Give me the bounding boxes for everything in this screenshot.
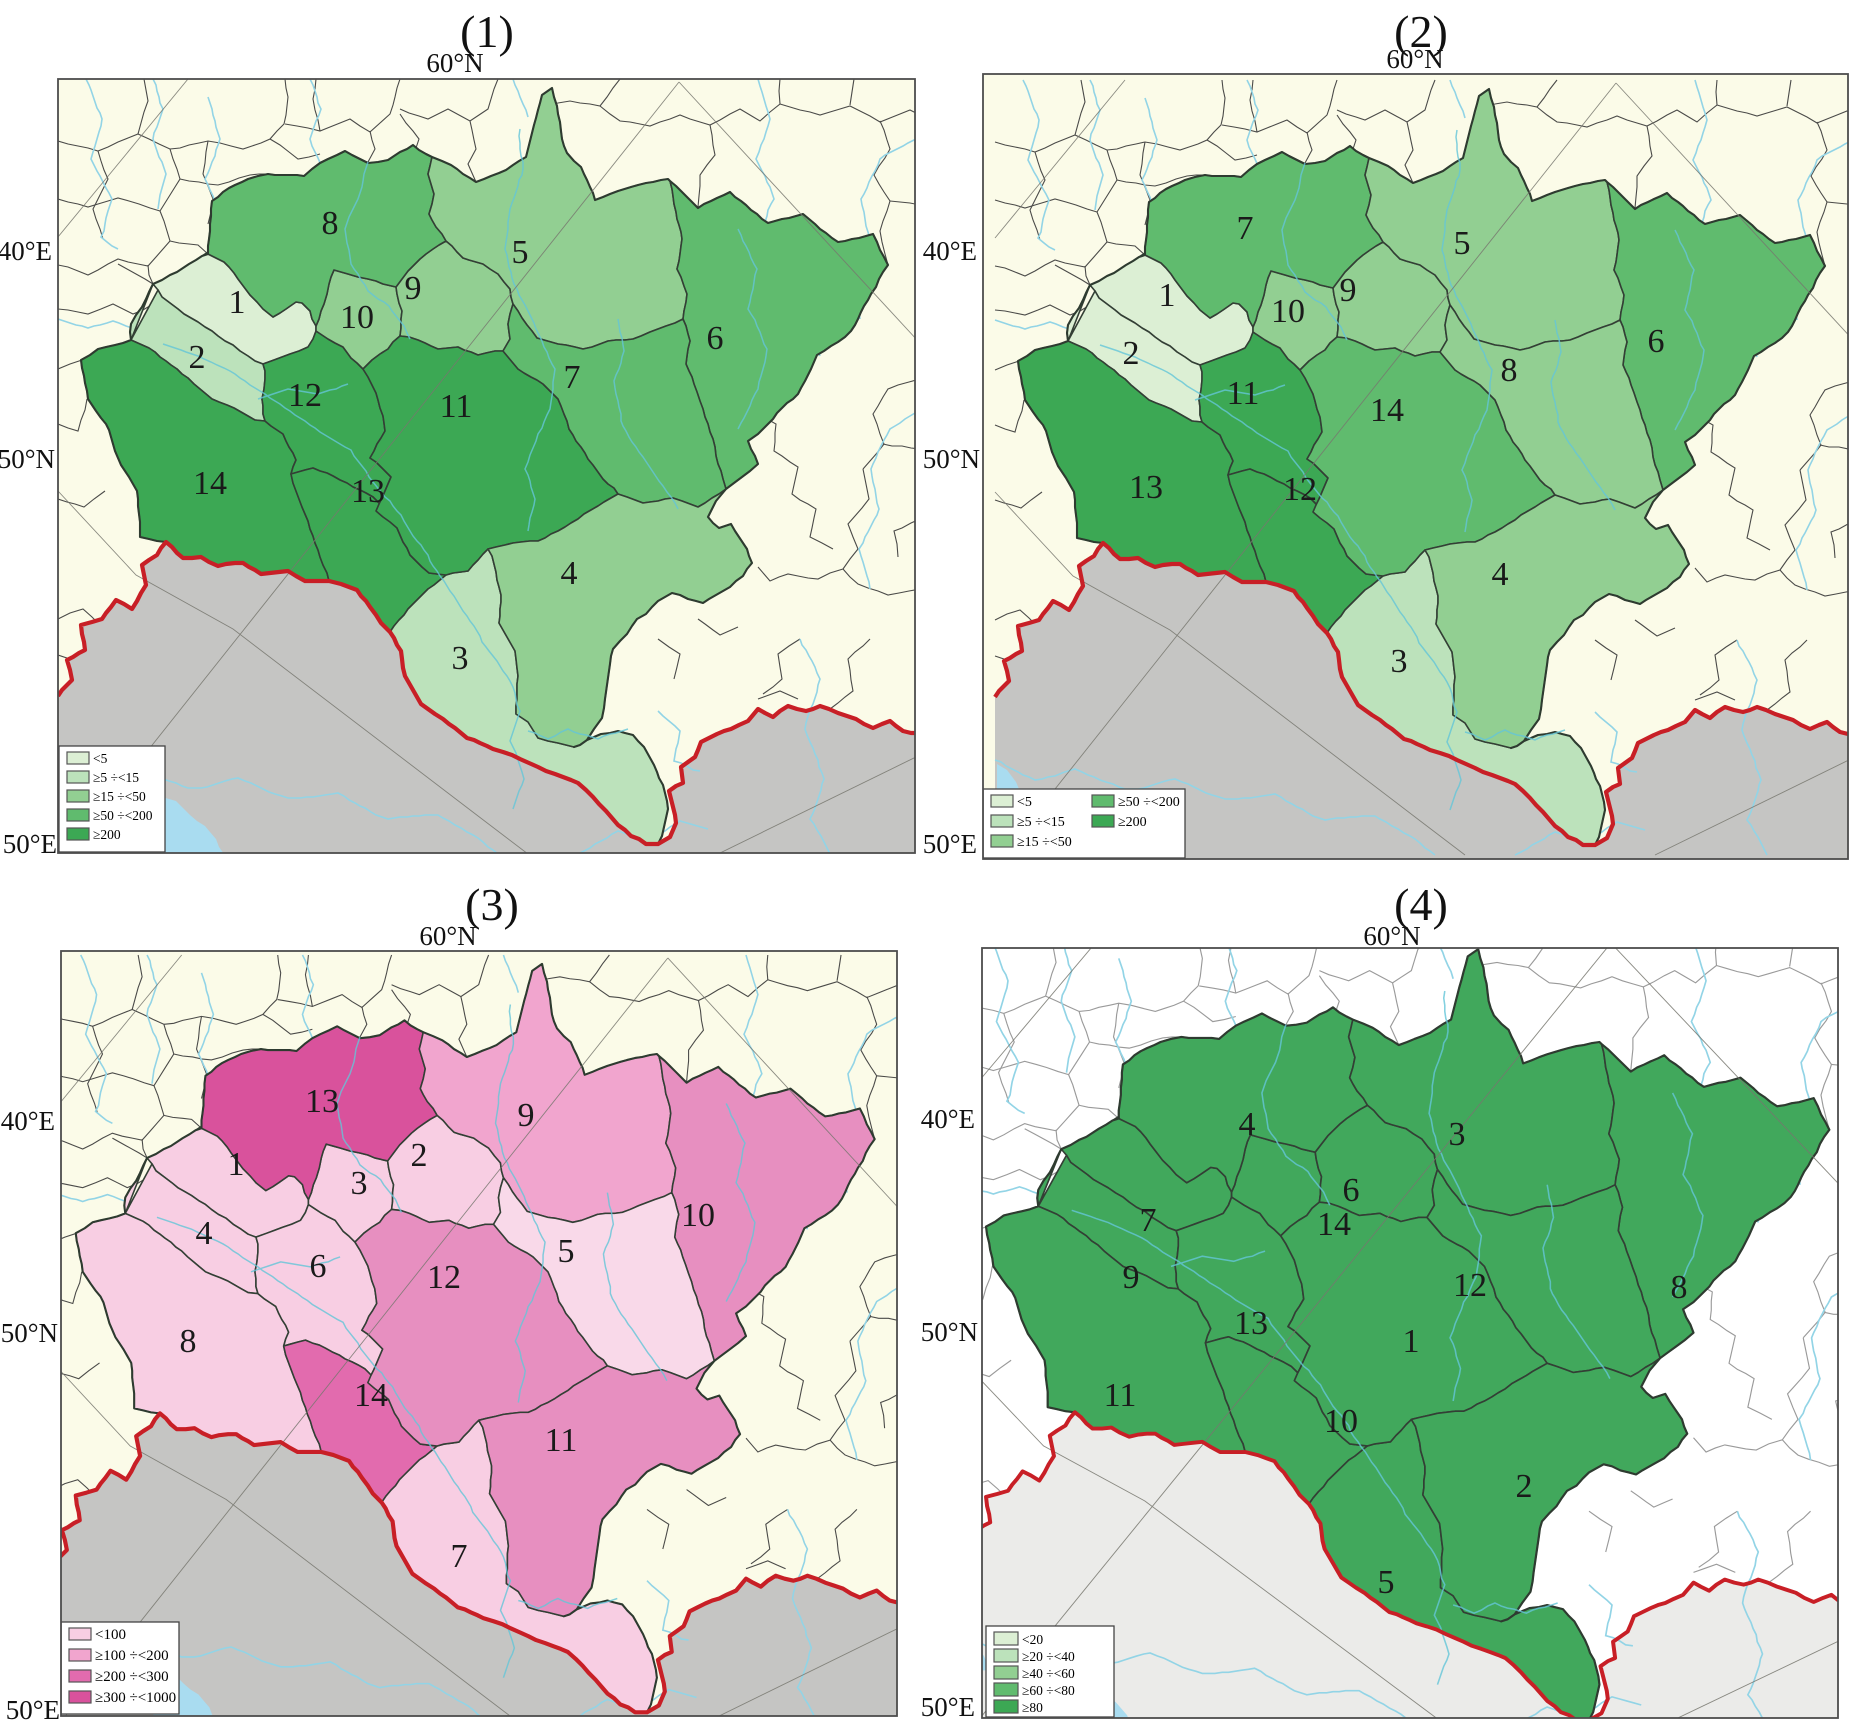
svg-text:1: 1 xyxy=(1159,277,1176,314)
svg-text:40°E: 40°E xyxy=(921,1104,975,1134)
svg-text:<100: <100 xyxy=(95,1627,126,1643)
svg-text:50°E: 50°E xyxy=(6,1695,60,1721)
svg-text:5: 5 xyxy=(1378,1564,1395,1601)
svg-text:(4): (4) xyxy=(1394,879,1448,930)
svg-text:11: 11 xyxy=(545,1422,578,1459)
svg-text:3: 3 xyxy=(1449,1116,1466,1153)
svg-text:9: 9 xyxy=(1123,1259,1140,1296)
svg-text:5: 5 xyxy=(512,234,529,271)
svg-text:(1): (1) xyxy=(460,6,514,57)
svg-text:9: 9 xyxy=(518,1097,535,1134)
svg-text:14: 14 xyxy=(1370,392,1404,429)
svg-text:≥40 ÷<60: ≥40 ÷<60 xyxy=(1022,1666,1075,1681)
svg-text:<5: <5 xyxy=(1017,795,1032,810)
svg-text:2: 2 xyxy=(1516,1468,1533,1505)
svg-text:11: 11 xyxy=(1227,375,1260,412)
svg-text:60°N: 60°N xyxy=(1363,921,1420,951)
svg-text:13: 13 xyxy=(1234,1305,1268,1342)
svg-text:≥15 ÷<50: ≥15 ÷<50 xyxy=(1017,835,1072,850)
svg-text:≥50 ÷<200: ≥50 ÷<200 xyxy=(93,808,153,823)
svg-text:2: 2 xyxy=(189,339,206,376)
svg-text:12: 12 xyxy=(1453,1267,1487,1304)
svg-text:≥300 ÷<1000: ≥300 ÷<1000 xyxy=(95,1690,176,1706)
svg-text:50°E: 50°E xyxy=(923,829,977,859)
svg-text:8: 8 xyxy=(322,205,339,242)
svg-text:6: 6 xyxy=(310,1248,327,1285)
svg-text:10: 10 xyxy=(681,1197,715,1234)
svg-text:6: 6 xyxy=(1648,323,1665,360)
svg-text:≥50 ÷<200: ≥50 ÷<200 xyxy=(1118,795,1180,810)
svg-text:≥200: ≥200 xyxy=(93,827,121,842)
svg-text:≥100 ÷<200: ≥100 ÷<200 xyxy=(95,1648,169,1664)
svg-text:9: 9 xyxy=(1340,272,1357,309)
svg-text:≥200 ÷<300: ≥200 ÷<300 xyxy=(95,1669,169,1685)
svg-text:10: 10 xyxy=(340,299,374,336)
svg-text:10: 10 xyxy=(1271,293,1305,330)
svg-text:2: 2 xyxy=(1123,335,1140,372)
svg-text:50°N: 50°N xyxy=(1,1318,58,1348)
svg-text:60°N: 60°N xyxy=(426,48,483,78)
svg-text:4: 4 xyxy=(196,1215,213,1252)
svg-text:1: 1 xyxy=(1403,1323,1420,1360)
svg-text:50°N: 50°N xyxy=(0,444,55,474)
svg-text:≥15 ÷<50: ≥15 ÷<50 xyxy=(93,789,146,804)
svg-text:12: 12 xyxy=(288,377,322,414)
svg-text:(2): (2) xyxy=(1394,6,1448,57)
svg-text:60°N: 60°N xyxy=(419,921,476,951)
svg-text:9: 9 xyxy=(405,270,422,307)
svg-text:10: 10 xyxy=(1324,1403,1358,1440)
svg-text:40°E: 40°E xyxy=(0,236,52,266)
svg-text:8: 8 xyxy=(1501,352,1518,389)
svg-text:(3): (3) xyxy=(465,879,519,930)
svg-text:14: 14 xyxy=(193,465,227,502)
svg-text:<20: <20 xyxy=(1022,1632,1043,1647)
svg-text:60°N: 60°N xyxy=(1386,44,1443,74)
svg-text:1: 1 xyxy=(229,284,246,321)
svg-text:50°E: 50°E xyxy=(921,1692,975,1721)
svg-text:50°N: 50°N xyxy=(921,1317,978,1347)
svg-text:7: 7 xyxy=(564,359,581,396)
svg-text:8: 8 xyxy=(180,1323,197,1360)
svg-text:5: 5 xyxy=(558,1233,575,1270)
svg-text:13: 13 xyxy=(351,473,385,510)
svg-text:4: 4 xyxy=(1239,1106,1256,1143)
svg-text:6: 6 xyxy=(707,320,724,357)
svg-text:2: 2 xyxy=(411,1137,428,1174)
svg-text:11: 11 xyxy=(1104,1377,1137,1414)
svg-text:13: 13 xyxy=(1129,469,1163,506)
svg-text:3: 3 xyxy=(1391,643,1408,680)
svg-text:≥5 ÷<15: ≥5 ÷<15 xyxy=(93,770,139,785)
svg-text:4: 4 xyxy=(1492,556,1509,593)
svg-text:14: 14 xyxy=(1317,1206,1351,1243)
svg-text:3: 3 xyxy=(452,640,469,677)
svg-text:≥20 ÷<40: ≥20 ÷<40 xyxy=(1022,1649,1075,1664)
svg-text:40°E: 40°E xyxy=(923,236,977,266)
svg-text:14: 14 xyxy=(354,1377,388,1414)
svg-text:8: 8 xyxy=(1671,1269,1688,1306)
svg-text:12: 12 xyxy=(1283,471,1317,508)
svg-text:7: 7 xyxy=(1140,1202,1157,1239)
svg-text:7: 7 xyxy=(1237,210,1254,247)
svg-text:≥200: ≥200 xyxy=(1118,815,1147,830)
svg-text:5: 5 xyxy=(1454,225,1471,262)
svg-text:<5: <5 xyxy=(93,751,108,766)
svg-text:12: 12 xyxy=(427,1259,461,1296)
svg-text:40°E: 40°E xyxy=(1,1106,55,1136)
svg-text:3: 3 xyxy=(351,1165,368,1202)
svg-text:11: 11 xyxy=(440,388,473,425)
svg-text:50°E: 50°E xyxy=(3,829,57,859)
svg-text:1: 1 xyxy=(228,1146,245,1183)
svg-text:50°N: 50°N xyxy=(923,444,980,474)
svg-text:7: 7 xyxy=(451,1538,468,1575)
svg-text:≥5 ÷<15: ≥5 ÷<15 xyxy=(1017,815,1065,830)
svg-text:4: 4 xyxy=(561,555,578,592)
svg-text:≥80: ≥80 xyxy=(1022,1700,1043,1715)
svg-text:≥60 ÷<80: ≥60 ÷<80 xyxy=(1022,1683,1075,1698)
svg-text:6: 6 xyxy=(1343,1172,1360,1209)
svg-text:13: 13 xyxy=(305,1083,339,1120)
